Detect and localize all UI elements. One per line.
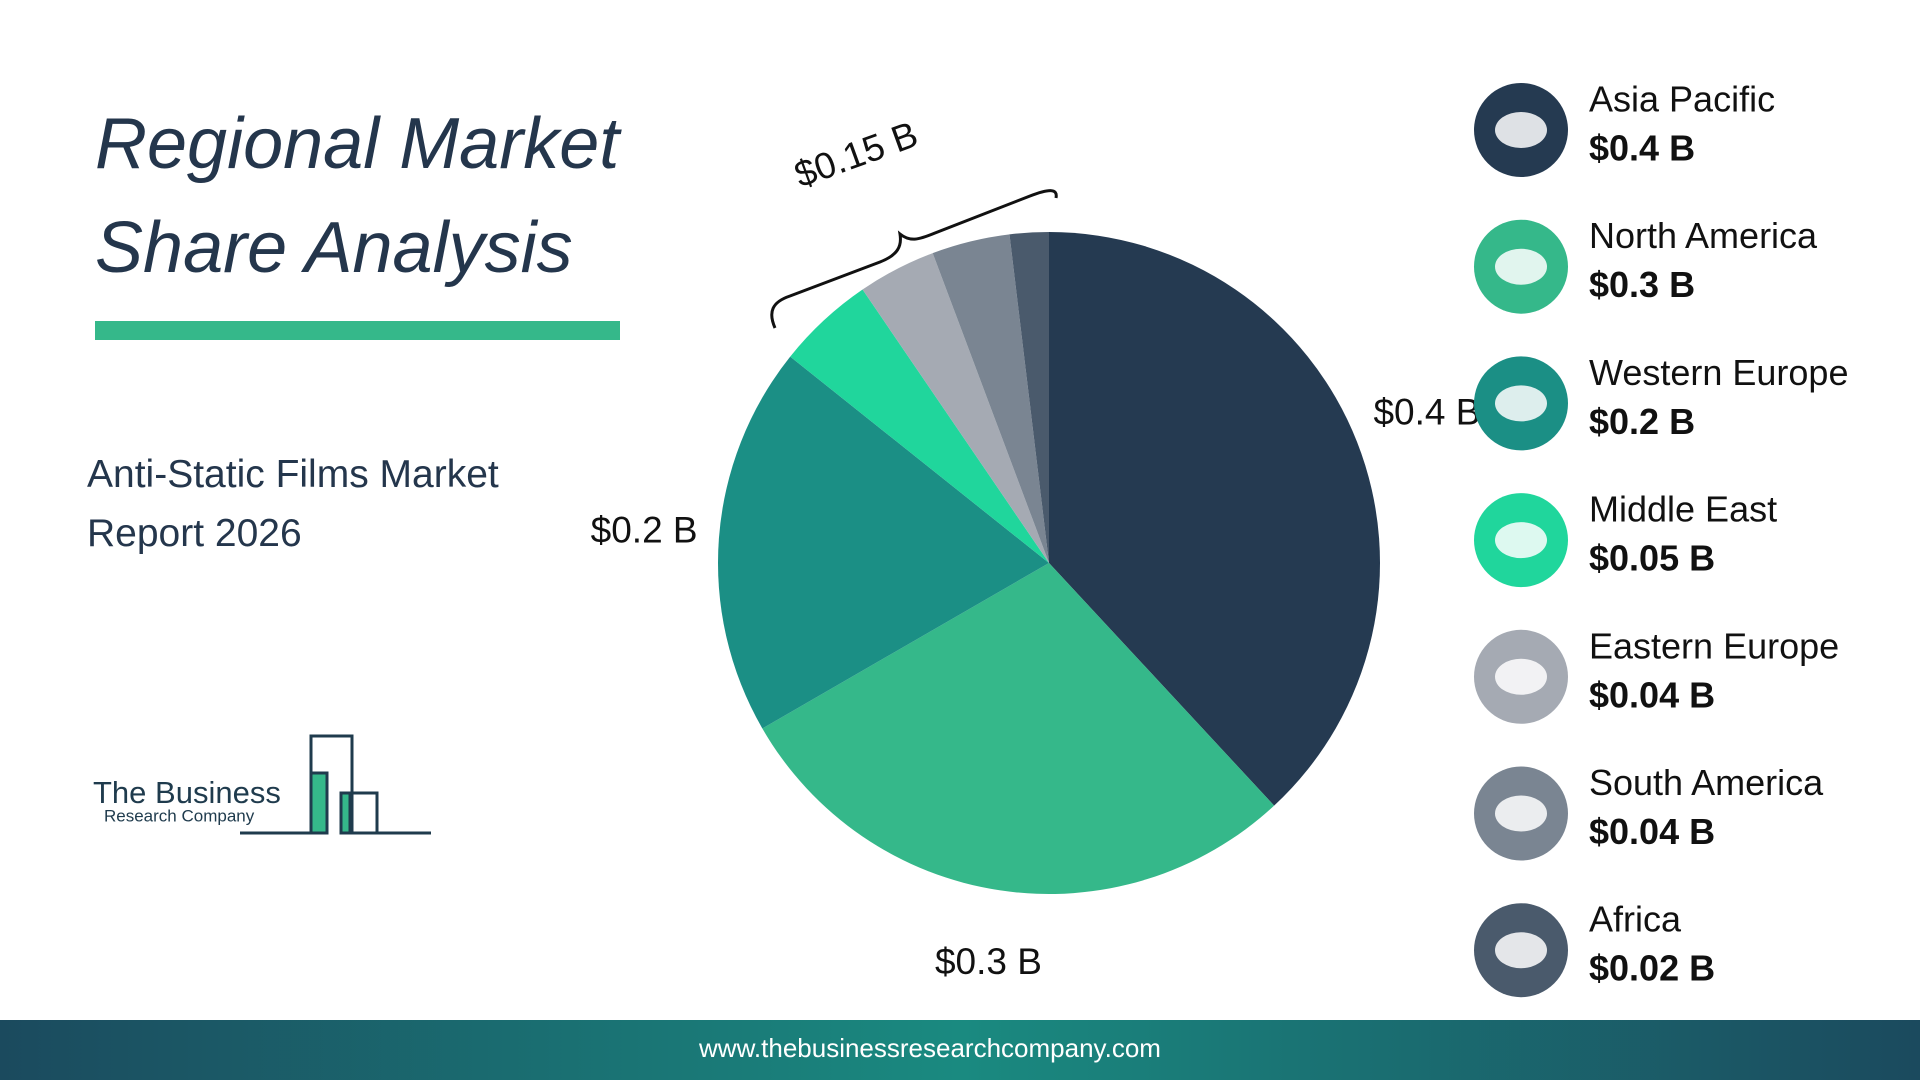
legend-value: $0.04 B: [1589, 811, 1715, 852]
pie-slice: [718, 356, 1049, 729]
legend-label: Asia Pacific: [1589, 79, 1775, 120]
legend-icon: [1495, 932, 1547, 969]
legend-value: $0.04 B: [1589, 674, 1715, 715]
pie-slice: [1049, 232, 1381, 806]
brace: [770, 189, 1058, 329]
pie-slice: [1009, 232, 1049, 563]
slice-label: $0.4 B: [1373, 391, 1480, 432]
footer: [0, 1020, 1920, 1080]
legend-value: $0.02 B: [1589, 948, 1715, 989]
chart-subtitle: Anti-Static Films Market Report 2026: [87, 453, 499, 555]
slice-label: $0.2 B: [591, 509, 698, 550]
legend-value: $0.4 B: [1589, 128, 1695, 169]
legend-value: $0.05 B: [1589, 538, 1715, 579]
legend-label: Africa: [1589, 899, 1682, 940]
legend-icon: [1495, 658, 1547, 695]
legend-label: Western Europe: [1589, 352, 1848, 393]
pie-slice: [790, 289, 1049, 563]
legend-icon: [1495, 112, 1547, 148]
pie-slice: [762, 563, 1275, 895]
legend-icon: [1495, 522, 1547, 559]
logo-name: The Business: [93, 775, 281, 810]
pie-slice: [862, 253, 1049, 563]
annotation: $0.15 B: [789, 113, 923, 195]
legend-icon: [1495, 385, 1547, 422]
legend-label: Middle East: [1589, 489, 1777, 530]
title-underline: [95, 321, 620, 340]
legend-label: Eastern Europe: [1589, 625, 1839, 666]
chart-title: Regional Market Share Analysis: [95, 104, 620, 288]
legend-label: North America: [1589, 215, 1818, 256]
legend-value: $0.2 B: [1589, 401, 1695, 442]
legend-icon: [1495, 248, 1547, 285]
legend-label: South America: [1589, 762, 1824, 803]
legend-icon: [1495, 795, 1547, 832]
logo: [240, 734, 431, 835]
footer-url: www.thebusinessresearchcompany.com: [698, 1033, 1161, 1063]
pie-slice: [932, 234, 1049, 563]
logo-tagline: Research Company: [104, 806, 255, 825]
slice-label: $0.3 B: [935, 941, 1042, 982]
legend-value: $0.3 B: [1589, 264, 1695, 305]
